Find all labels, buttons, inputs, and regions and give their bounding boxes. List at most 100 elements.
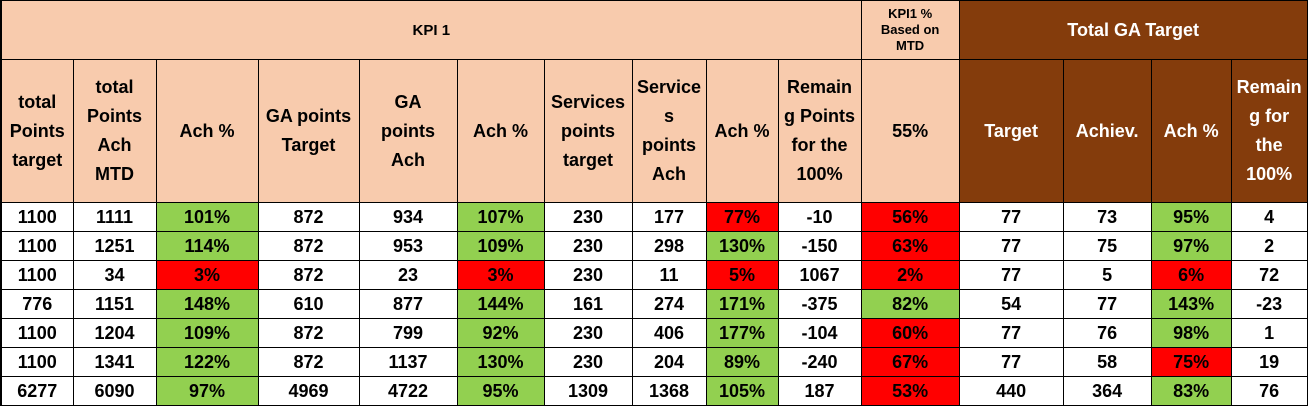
table-cell: 1100 <box>0 231 74 261</box>
kpi1-pct-line: KPI1 % <box>888 6 933 21</box>
table-cell: 72 <box>1230 260 1308 290</box>
column-header-line: 55% <box>892 120 929 141</box>
column-header-line: for the <box>791 135 848 155</box>
column-header-line: points <box>642 135 696 155</box>
table-cell: 364 <box>1062 376 1152 406</box>
column-header-line: g Points <box>784 106 856 126</box>
table-cell: 610 <box>257 289 360 319</box>
column-header: 55% <box>860 59 960 203</box>
total-ga-target-header: Total GA Target <box>958 0 1308 60</box>
column-header-line: Ach <box>97 135 132 155</box>
table-cell: 1341 <box>72 347 157 377</box>
table-cell: 953 <box>358 231 458 261</box>
column-header: total Points target <box>0 59 74 203</box>
table-cell: 77 <box>958 318 1064 348</box>
column-header-line: Ach % <box>472 120 528 141</box>
table-cell: 89% <box>705 347 779 377</box>
table-cell: 67% <box>860 347 960 377</box>
table-cell: -150 <box>777 231 862 261</box>
column-header-line: Remain <box>1236 77 1302 97</box>
table-cell: 1 <box>1230 318 1308 348</box>
table-cell: 1111 <box>72 202 157 232</box>
column-header: Ach % <box>1150 59 1232 203</box>
table-cell: 114% <box>155 231 259 261</box>
table-cell: 1067 <box>777 260 862 290</box>
table-cell: -23 <box>1230 289 1308 319</box>
table-cell: 799 <box>358 318 458 348</box>
column-header-line: GA points <box>265 106 352 126</box>
column-header-line: Ach % <box>714 120 770 141</box>
table-cell: 95% <box>456 376 545 406</box>
table-cell: 109% <box>155 318 259 348</box>
table-cell: 122% <box>155 347 259 377</box>
table-row: 1100 34 3% 872 23 3% 230 11 5% 1067 2% 77 5 6% 72 <box>0 260 1308 290</box>
table-cell: 75% <box>1150 347 1232 377</box>
column-header: Achiev. <box>1062 59 1152 203</box>
table-cell: 877 <box>358 289 458 319</box>
table-cell: 177% <box>705 318 779 348</box>
table-cell: -375 <box>777 289 862 319</box>
table-cell: 54 <box>958 289 1064 319</box>
column-header-line: Achiev. <box>1075 120 1139 141</box>
column-header: Service s points Ach <box>631 59 707 203</box>
column-header-row: total Points target total Points Ach MTD Ach % G… <box>0 59 1308 203</box>
table-cell: 130% <box>456 347 545 377</box>
table-cell: 4 <box>1230 202 1308 232</box>
table-cell: 11 <box>631 260 707 290</box>
column-header-line: MTD <box>95 164 134 184</box>
column-header: Remain g Points for the 100% <box>777 59 862 203</box>
table-row: 6277 6090 97% 4969 4722 95% 1309 1368 105% 187 53%… <box>0 376 1308 406</box>
table-cell: 171% <box>705 289 779 319</box>
column-header-line: Points <box>9 120 65 141</box>
table-cell: 230 <box>543 347 633 377</box>
table-cell: 3% <box>456 260 545 290</box>
table-cell: 60% <box>860 318 960 348</box>
column-header-line: Ach % <box>1163 120 1219 141</box>
table-cell: 95% <box>1150 202 1232 232</box>
kpi1-group-header: KPI 1 <box>0 0 862 60</box>
table-cell: 274 <box>631 289 707 319</box>
column-header: Target <box>958 59 1064 203</box>
column-header-line: Remain <box>787 77 853 97</box>
column-header: Remain g for the 100% <box>1230 59 1308 203</box>
table-cell: 77 <box>958 347 1064 377</box>
column-header-line: target <box>12 149 63 170</box>
column-header-line: g for <box>1249 106 1290 126</box>
table-cell: 4722 <box>358 376 458 406</box>
table-cell: 6277 <box>0 376 74 406</box>
table-cell: 5 <box>1062 260 1152 290</box>
column-header: Ach % <box>705 59 779 203</box>
table-cell: 872 <box>257 202 360 232</box>
column-header-line: Target <box>281 135 336 155</box>
table-cell: 109% <box>456 231 545 261</box>
table-cell: 5% <box>705 260 779 290</box>
table-cell: 872 <box>257 347 360 377</box>
table-cell: 1100 <box>0 318 74 348</box>
table-cell: -10 <box>777 202 862 232</box>
table-cell: 1100 <box>0 260 74 290</box>
column-header-line: target <box>562 149 613 170</box>
table-cell: 77% <box>705 202 779 232</box>
table-cell: 76 <box>1062 318 1152 348</box>
column-header: Ach % <box>456 59 545 203</box>
table-cell: 105% <box>705 376 779 406</box>
table-cell: 101% <box>155 202 259 232</box>
table-cell: 148% <box>155 289 259 319</box>
table-cell: 53% <box>860 376 960 406</box>
column-header-line: the <box>1255 135 1283 155</box>
table-cell: 1368 <box>631 376 707 406</box>
table-row: 1100 1251 114% 872 953 109% 230 298 130% -150 63% 7… <box>0 231 1308 261</box>
table-cell: 143% <box>1150 289 1232 319</box>
column-header-line: 100% <box>796 164 843 184</box>
column-header: total Points Ach MTD <box>72 59 157 203</box>
table-cell: 204 <box>631 347 707 377</box>
table-cell: 1204 <box>72 318 157 348</box>
table-cell: 77 <box>1062 289 1152 319</box>
table-cell: 82% <box>860 289 960 319</box>
table-cell: 144% <box>456 289 545 319</box>
table-cell: 107% <box>456 202 545 232</box>
table-cell: 75 <box>1062 231 1152 261</box>
kpi1-pct-group-header: KPI1 % Based on MTD <box>860 0 960 60</box>
table-body: 1100 1111 101% 872 934 107% 230 177 77% -10 56% 77 7… <box>0 202 1308 406</box>
table-cell: 58 <box>1062 347 1152 377</box>
